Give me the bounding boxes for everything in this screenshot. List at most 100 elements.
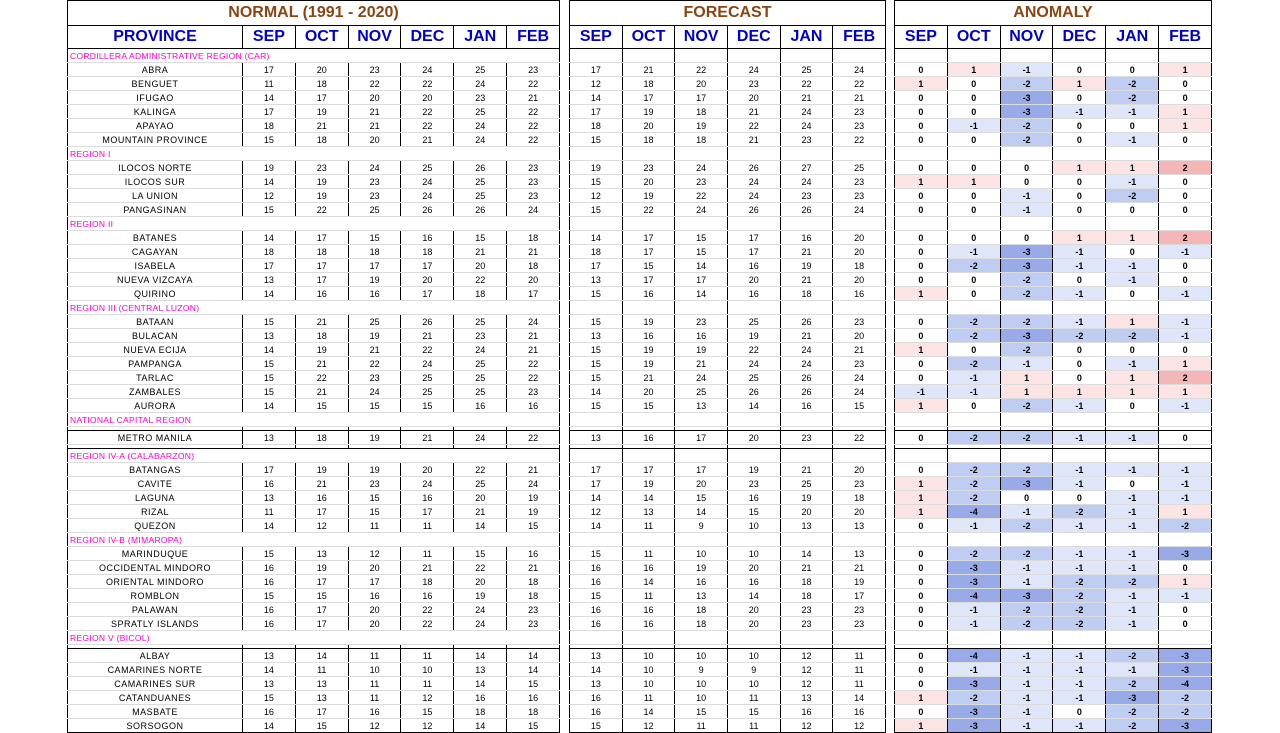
- forecast-value-cell: 20: [621, 174, 676, 189]
- normal-value-cell: 18: [400, 574, 455, 589]
- anomaly-value-cell: 0: [946, 230, 1001, 245]
- forecast-value-cell: 19: [621, 356, 676, 371]
- normal-value-cell: 17: [294, 272, 349, 287]
- province-name: APAYAO: [67, 118, 243, 133]
- forecast-value-cell: 14: [674, 286, 728, 301]
- normal-value-cell: 19: [453, 588, 508, 603]
- normal-month-header: OCT: [294, 25, 349, 49]
- forecast-value-cell: 23: [832, 188, 886, 203]
- forecast-month-header: OCT: [621, 25, 676, 49]
- anomaly-value-cell: -3: [946, 676, 1001, 691]
- province-row: 15 22 24 26 26 24: [569, 202, 886, 217]
- anomaly-value-cell: -2: [1052, 328, 1107, 343]
- anomaly-value-cell: -2: [1105, 90, 1160, 105]
- normal-value-cell: 22: [506, 76, 560, 91]
- province-row: 0 0 -3 -1 -1 1: [894, 104, 1212, 119]
- empty-cell: [999, 412, 1054, 427]
- forecast-value-cell: 17: [569, 476, 623, 491]
- normal-value-cell: 16: [242, 704, 296, 719]
- empty-cell: [1158, 216, 1212, 231]
- anomaly-value-cell: 0: [946, 90, 1001, 105]
- anomaly-month-header: NOV: [999, 25, 1054, 49]
- normal-value-cell: 22: [294, 370, 349, 385]
- normal-value-cell: 16: [347, 588, 402, 603]
- normal-value-cell: 17: [242, 462, 296, 477]
- empty-cell: [779, 48, 834, 63]
- normal-value-cell: 22: [347, 356, 402, 371]
- forecast-value-cell: 11: [621, 546, 676, 561]
- forecast-value-cell: 20: [726, 430, 781, 445]
- normal-value-cell: 23: [347, 188, 402, 203]
- anomaly-value-cell: 1: [894, 174, 948, 189]
- forecast-value-cell: 12: [779, 676, 834, 691]
- province-row: 0 -1 -2 -2 -1 0: [894, 616, 1212, 631]
- normal-value-cell: 11: [400, 518, 455, 533]
- forecast-value-cell: 10: [621, 676, 676, 691]
- anomaly-value-cell: -4: [946, 504, 1001, 519]
- anomaly-value-cell: -3: [999, 244, 1054, 259]
- normal-value-cell: 15: [453, 230, 508, 245]
- province-row: 16 14 16 16 18 19: [569, 574, 886, 589]
- forecast-value-cell: 22: [674, 62, 728, 77]
- anomaly-value-cell: -1: [999, 202, 1054, 217]
- anomaly-value-cell: 0: [1105, 342, 1160, 357]
- normal-value-cell: 20: [453, 490, 508, 505]
- region-row: [569, 448, 886, 463]
- forecast-value-cell: 15: [569, 370, 623, 385]
- normal-value-cell: 24: [400, 356, 455, 371]
- province-row: 0 -4 -1 -1 -2 -3: [894, 648, 1212, 663]
- forecast-value-cell: 10: [726, 676, 781, 691]
- empty-cell: [832, 216, 886, 231]
- province-name: RIZAL: [67, 504, 243, 519]
- anomaly-value-cell: 1: [894, 76, 948, 91]
- region-row: [894, 216, 1212, 231]
- anomaly-value-cell: -2: [946, 314, 1001, 329]
- normal-value-cell: 15: [242, 384, 296, 399]
- province-row: MOUNTAIN PROVINCE 15 18 20 21 24 22: [67, 132, 560, 147]
- region-row: REGION IV-A (CALABARZON): [67, 448, 560, 463]
- province-row: 0 -1 -2 -1 -1 -2: [894, 518, 1212, 533]
- spacer-row: [569, 426, 886, 431]
- province-row: 0 -3 -1 0 -2 -2: [894, 704, 1212, 719]
- anomaly-value-cell: -1: [1052, 718, 1107, 733]
- anomaly-value-cell: 0: [946, 160, 1001, 175]
- normal-value-cell: 15: [347, 230, 402, 245]
- anomaly-value-cell: 0: [1158, 132, 1212, 147]
- anomaly-value-cell: -3: [999, 258, 1054, 273]
- anomaly-value-cell: 0: [1052, 272, 1107, 287]
- forecast-value-cell: 24: [674, 370, 728, 385]
- forecast-value-cell: 20: [726, 616, 781, 631]
- anomaly-value-cell: 0: [1052, 202, 1107, 217]
- forecast-value-cell: 14: [569, 490, 623, 505]
- forecast-value-cell: 27: [779, 160, 834, 175]
- empty-cell: [779, 630, 834, 645]
- forecast-value-cell: 26: [726, 202, 781, 217]
- province-row: 18 20 19 22 24 23: [569, 118, 886, 133]
- province-row: 0 -1 1 0 1 2: [894, 370, 1212, 385]
- normal-value-cell: 11: [242, 76, 296, 91]
- anomaly-value-cell: -3: [999, 476, 1054, 491]
- anomaly-value-cell: 1: [1158, 574, 1212, 589]
- forecast-value-cell: 10: [726, 648, 781, 663]
- normal-value-cell: 24: [400, 476, 455, 491]
- empty-cell: [674, 300, 728, 315]
- forecast-value-cell: 13: [569, 430, 623, 445]
- forecast-value-cell: 15: [674, 490, 728, 505]
- province-name: ORIENTAL MINDORO: [67, 574, 243, 589]
- empty-cell: [1105, 630, 1160, 645]
- normal-value-cell: 12: [242, 188, 296, 203]
- forecast-value-cell: 10: [674, 546, 728, 561]
- anomaly-value-cell: -3: [1158, 662, 1212, 677]
- forecast-value-cell: 24: [779, 174, 834, 189]
- forecast-value-cell: 18: [674, 616, 728, 631]
- forecast-value-cell: 20: [779, 504, 834, 519]
- anomaly-value-cell: -2: [946, 476, 1001, 491]
- province-row: 1 -2 -3 -1 0 -1: [894, 476, 1212, 491]
- anomaly-value-cell: 0: [1158, 560, 1212, 575]
- spacer-row: [67, 426, 560, 431]
- forecast-value-cell: 23: [779, 430, 834, 445]
- province-row: 1 0 -2 1 -2 0: [894, 76, 1212, 91]
- normal-value-cell: 21: [294, 356, 349, 371]
- forecast-value-cell: 25: [674, 384, 728, 399]
- empty-cell: [726, 300, 781, 315]
